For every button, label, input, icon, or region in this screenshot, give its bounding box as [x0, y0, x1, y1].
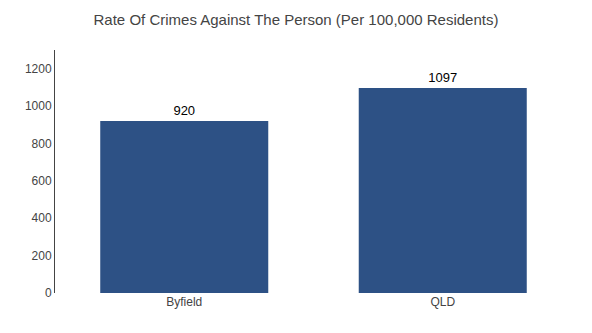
svg-text:Byfield: Byfield [166, 295, 202, 309]
svg-text:200: 200 [32, 249, 52, 263]
svg-text:800: 800 [32, 137, 52, 151]
svg-text:1000: 1000 [25, 99, 52, 113]
svg-text:400: 400 [32, 211, 52, 225]
svg-text:Rate Of Crimes Against The Per: Rate Of Crimes Against The Person (Per 1… [94, 11, 499, 28]
svg-text:920: 920 [173, 103, 195, 118]
svg-text:QLD: QLD [430, 295, 455, 309]
svg-text:1097: 1097 [428, 70, 457, 85]
svg-text:600: 600 [32, 174, 52, 188]
svg-text:1200: 1200 [25, 62, 52, 76]
svg-text:0: 0 [45, 286, 52, 300]
